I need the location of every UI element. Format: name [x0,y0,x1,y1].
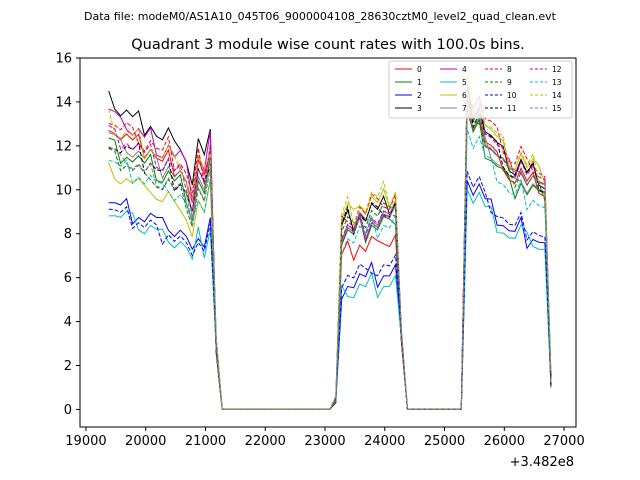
legend-label-1: 1 [417,78,422,87]
y-tick-label: 16 [55,52,72,67]
y-tick-label: 0 [64,403,72,418]
axes-frame [79,57,577,428]
data-file-label: Data file: modeM0/AS1A10_045T06_90000041… [84,10,557,23]
series-line-2 [108,180,552,410]
series-line-13 [108,128,552,410]
x-tick-label: 26000 [484,434,525,449]
y-tick-label: 2 [64,359,72,374]
legend-label-6: 6 [462,91,467,100]
series-line-11 [108,82,552,410]
series-line-8 [108,88,552,410]
legend-label-10: 10 [507,91,517,100]
chart-title: Quadrant 3 module wise count rates with … [131,37,525,53]
x-tick-label: 20000 [125,434,166,449]
x-tick-label: 19000 [65,434,106,449]
axes: 19000 20000 21000 22000 23000 24000 25000 26000… [55,52,584,450]
x-tick-label: 25000 [424,434,465,449]
y-tick-label: 8 [64,227,72,242]
x-axis-offset-label: +3.482e8 [510,455,574,470]
x-tick-label: 23000 [304,434,345,449]
legend-label-15: 15 [552,104,562,113]
y-tick-label: 12 [55,139,72,154]
y-tick-label: 10 [55,183,72,198]
y-tick-label: 4 [64,315,72,330]
series-line-6 [108,75,552,410]
series-line-10 [108,171,552,410]
x-tick-label: 21000 [185,434,226,449]
legend-label-7: 7 [462,104,467,113]
y-tick-label: 6 [64,271,72,286]
legend-label-5: 5 [462,78,467,87]
legend-label-4: 4 [462,65,467,74]
legend-label-8: 8 [507,65,512,74]
legend-box [388,60,573,119]
series-group [108,71,552,410]
x-tick-label: 27000 [543,434,584,449]
legend-label-14: 14 [552,91,562,100]
legend-label-9: 9 [507,78,512,87]
legend-label-13: 13 [552,78,562,87]
y-tick-label: 14 [55,95,72,110]
x-tick-label: 22000 [245,434,286,449]
legend-label-2: 2 [417,91,422,100]
legend-label-11: 11 [507,104,517,113]
series-line-5 [108,189,552,410]
legend-label-12: 12 [552,65,562,74]
x-tick-label: 24000 [364,434,405,449]
legend-label-0: 0 [417,65,422,74]
legend-label-3: 3 [417,104,422,113]
series-line-9 [108,99,552,410]
